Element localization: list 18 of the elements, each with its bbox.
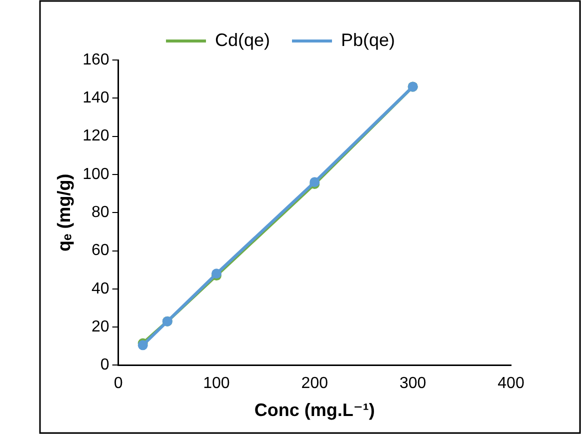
x-tick-label: 0 xyxy=(114,375,123,392)
y-tick-label: 120 xyxy=(82,128,110,145)
x-tick-label: 100 xyxy=(203,375,230,392)
y-tick-label: 100 xyxy=(82,166,110,183)
x-tick-label: 200 xyxy=(301,375,328,392)
y-tick-label: 60 xyxy=(92,242,110,260)
legend-label: Pb(qe) xyxy=(340,30,396,50)
y-tick-label: 40 xyxy=(92,280,110,298)
x-tick-label: 400 xyxy=(498,375,524,392)
x-axis-title: Conc (mg.L⁻¹) xyxy=(254,400,375,420)
y-tick-label: 0 xyxy=(100,356,110,374)
x-tick-label: 300 xyxy=(399,375,426,392)
y-tick-label: 140 xyxy=(82,90,110,107)
y-axis-title: qₑ (mg/g) xyxy=(54,174,74,252)
legend-label: Cd(qe) xyxy=(214,30,270,50)
y-tick-label: 20 xyxy=(92,318,110,336)
y-tick-label: 160 xyxy=(82,51,110,68)
y-tick-label: 80 xyxy=(92,204,110,222)
